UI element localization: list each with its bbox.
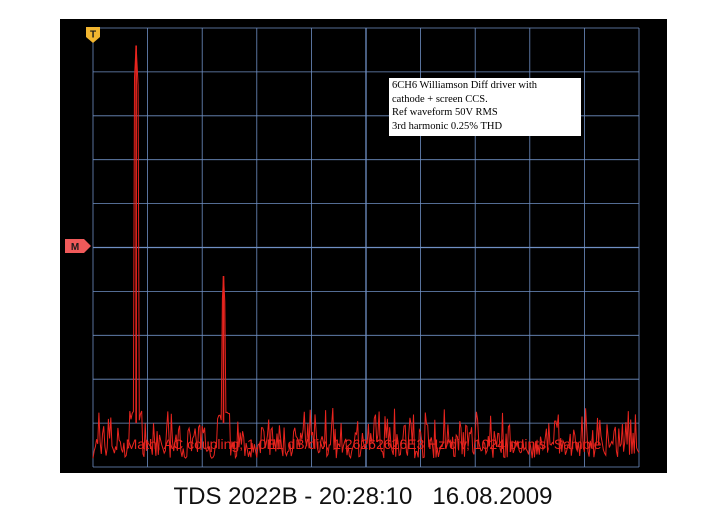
trigger-marker[interactable]: T [86, 27, 100, 43]
oscilloscope-screen: T M 6CH6 Williamson Diff driver with cat… [60, 19, 667, 473]
status-line: Math, AC coupling, 1.0E1 dB/div, 1.26262… [125, 436, 602, 452]
fft-trace [92, 45, 640, 460]
annotation-line: Ref waveform 50V RMS [392, 107, 498, 118]
math-reference-marker[interactable]: M [65, 239, 91, 253]
annotation-box: 6CH6 Williamson Diff driver with cathode… [389, 78, 581, 136]
instrument-footer: TDS 2022B - 20:28:10 16.08.2009 [0, 483, 726, 511]
annotation-line: 6CH6 Williamson Diff driver with [392, 80, 538, 91]
annotation-line: 3rd harmonic 0.25% THD [392, 120, 503, 132]
markers: T M [65, 27, 100, 253]
spectrum-plot: T M [65, 27, 640, 468]
annotation-line: cathode + screen CCS. [392, 93, 488, 105]
graticule [92, 27, 640, 468]
instrument-timestamp: TDS 2022B - 20:28:10 [173, 483, 413, 510]
trigger-marker-label: T [90, 30, 96, 41]
math-marker-label: M [71, 242, 79, 253]
capture-date: 16.08.2009 [432, 483, 553, 510]
spectrum-series-line [92, 45, 640, 460]
